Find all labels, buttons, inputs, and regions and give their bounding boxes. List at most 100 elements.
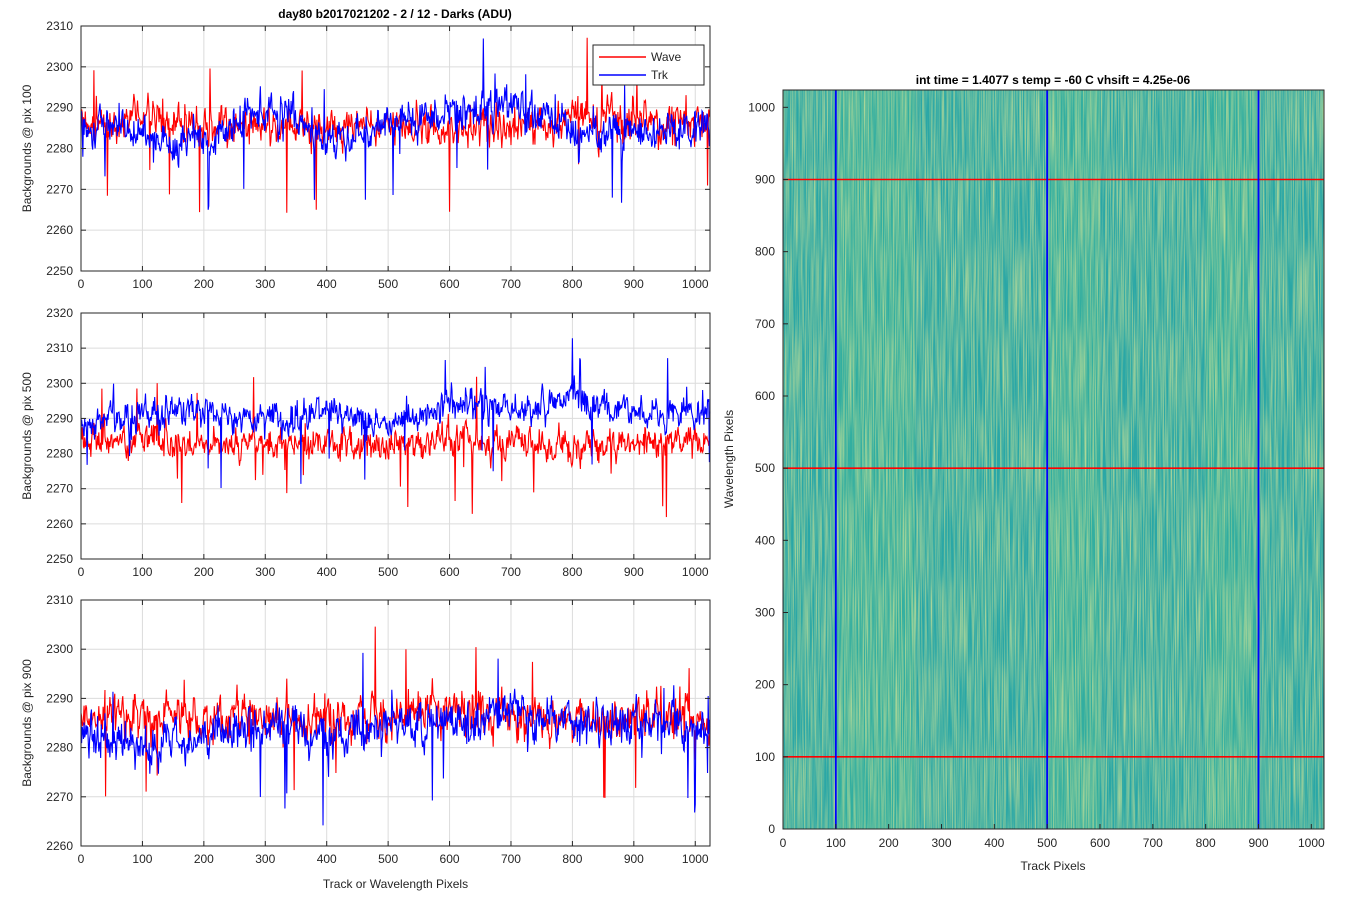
heatmap-ylabel: Wavelength Pixels	[722, 410, 736, 508]
x-tick-label: 500	[378, 852, 398, 866]
x-tick-label: 0	[78, 852, 85, 866]
heatmap-axes: 0 100 200 300 400 500 600 700 800 900 1000 0 100 200 3…	[748, 100, 1325, 850]
series-line-trk	[80, 652, 711, 826]
y-axis-label: Backgrounds @ pix 900	[20, 659, 34, 787]
x-tick-label: 600	[440, 852, 460, 866]
y-tick-label: 2290	[46, 691, 73, 705]
line-plot-pix-900: 0 100 200 300 400 500 600 700 800 900 1000 2260 2270…	[20, 593, 711, 891]
y-tick-label: 2250	[46, 552, 73, 566]
x-tick-label: 600	[440, 565, 460, 579]
y-tick-label: 700	[755, 317, 775, 331]
x-tick-label: 1000	[1298, 836, 1325, 850]
y-tick-label: 2300	[46, 642, 73, 656]
x-tick-label: 600	[440, 277, 460, 291]
legend-trk-label: Trk	[651, 68, 669, 82]
y-tick-label: 2270	[46, 182, 73, 196]
y-tick-label: 0	[768, 822, 775, 836]
y-tick-label: 2280	[46, 142, 73, 156]
x-tick-label: 900	[624, 852, 644, 866]
x-tick-label: 0	[78, 277, 85, 291]
x-tick-label: 600	[1090, 836, 1110, 850]
plot-area	[81, 313, 710, 559]
x-tick-label: 700	[1143, 836, 1163, 850]
y-tick-label: 100	[755, 750, 775, 764]
y-tick-label: 2290	[46, 101, 73, 115]
y-tick-label: 300	[755, 605, 775, 619]
x-tick-label: 300	[255, 852, 275, 866]
series-line-wave	[80, 376, 711, 518]
x-tick-label: 500	[378, 277, 398, 291]
x-tick-label: 0	[780, 836, 787, 850]
y-tick-label: 2300	[46, 376, 73, 390]
heatmap-plot: int time = 1.4077 s temp = -60 C vhsift …	[722, 73, 1325, 873]
x-tick-label: 300	[255, 565, 275, 579]
y-tick-label: 2280	[46, 447, 73, 461]
y-tick-label: 2300	[46, 60, 73, 74]
y-tick-label: 2260	[46, 517, 73, 531]
y-tick-label: 600	[755, 389, 775, 403]
heatmap-markers	[783, 90, 1324, 829]
y-tick-label: 2310	[46, 341, 73, 355]
x-tick-label: 400	[317, 565, 337, 579]
series-line-trk	[80, 38, 711, 210]
x-tick-label: 900	[624, 565, 644, 579]
y-tick-label: 500	[755, 461, 775, 475]
line-plot-pix-500: 0 100 200 300 400 500 600 700 800 900 1000 2250 2260…	[20, 306, 711, 579]
y-tick-label: 2250	[46, 264, 73, 278]
y-tick-label: 2270	[46, 482, 73, 496]
heatmap-xlabel: Track Pixels	[1021, 859, 1086, 873]
x-tick-label: 400	[317, 852, 337, 866]
y-tick-label: 2310	[46, 593, 73, 607]
x-tick-label: 0	[78, 565, 85, 579]
x-tick-label: 400	[984, 836, 1004, 850]
x-tick-label: 1000	[682, 277, 709, 291]
x-tick-label: 800	[1196, 836, 1216, 850]
y-tick-label: 2310	[46, 19, 73, 33]
heatmap-noise	[783, 90, 1324, 829]
x-tick-label: 100	[132, 852, 152, 866]
y-tick-label: 2260	[46, 839, 73, 853]
y-axis-label: Backgrounds @ pix 500	[20, 372, 34, 500]
x-tick-label: 800	[562, 565, 582, 579]
x-tick-label: 100	[132, 277, 152, 291]
y-tick-label: 400	[755, 533, 775, 547]
x-tick-label: 100	[826, 836, 846, 850]
y-tick-label: 1000	[748, 100, 775, 114]
x-tick-label: 800	[562, 852, 582, 866]
y-tick-label: 2270	[46, 790, 73, 804]
x-tick-label: 200	[194, 565, 214, 579]
x-tick-label: 300	[931, 836, 951, 850]
x-tick-label: 200	[194, 277, 214, 291]
x-tick-label: 400	[317, 277, 337, 291]
series-line-trk	[80, 338, 711, 488]
y-tick-label: 200	[755, 678, 775, 692]
y-tick-label: 900	[755, 172, 775, 186]
x-tick-label: 500	[378, 565, 398, 579]
x-tick-label: 1000	[682, 852, 709, 866]
figure-title: day80 b2017021202 - 2 / 12 - Darks (ADU)	[278, 7, 511, 21]
x-tick-label: 1000	[682, 565, 709, 579]
x-tick-label: 900	[1248, 836, 1268, 850]
y-tick-label: 2320	[46, 306, 73, 320]
x-tick-label: 500	[1037, 836, 1057, 850]
y-axis-label: Backgrounds @ pix 100	[20, 84, 34, 212]
x-tick-label: 700	[501, 565, 521, 579]
plot-frame	[80, 312, 711, 560]
plot-frame	[80, 599, 711, 847]
legend-wave-label: Wave	[651, 50, 682, 64]
x-axis-label: Track or Wavelength Pixels	[323, 877, 468, 891]
y-tick-label: 2260	[46, 223, 73, 237]
y-tick-label: 2290	[46, 411, 73, 425]
x-tick-label: 900	[624, 277, 644, 291]
x-tick-label: 200	[879, 836, 899, 850]
x-tick-label: 800	[562, 277, 582, 291]
x-tick-label: 200	[194, 852, 214, 866]
y-tick-label: 800	[755, 245, 775, 259]
x-tick-label: 100	[132, 565, 152, 579]
x-tick-label: 700	[501, 277, 521, 291]
heatmap-title: int time = 1.4077 s temp = -60 C vhsift …	[916, 73, 1191, 87]
legend: Wave Trk	[592, 44, 705, 86]
y-tick-label: 2280	[46, 741, 73, 755]
x-tick-label: 700	[501, 852, 521, 866]
